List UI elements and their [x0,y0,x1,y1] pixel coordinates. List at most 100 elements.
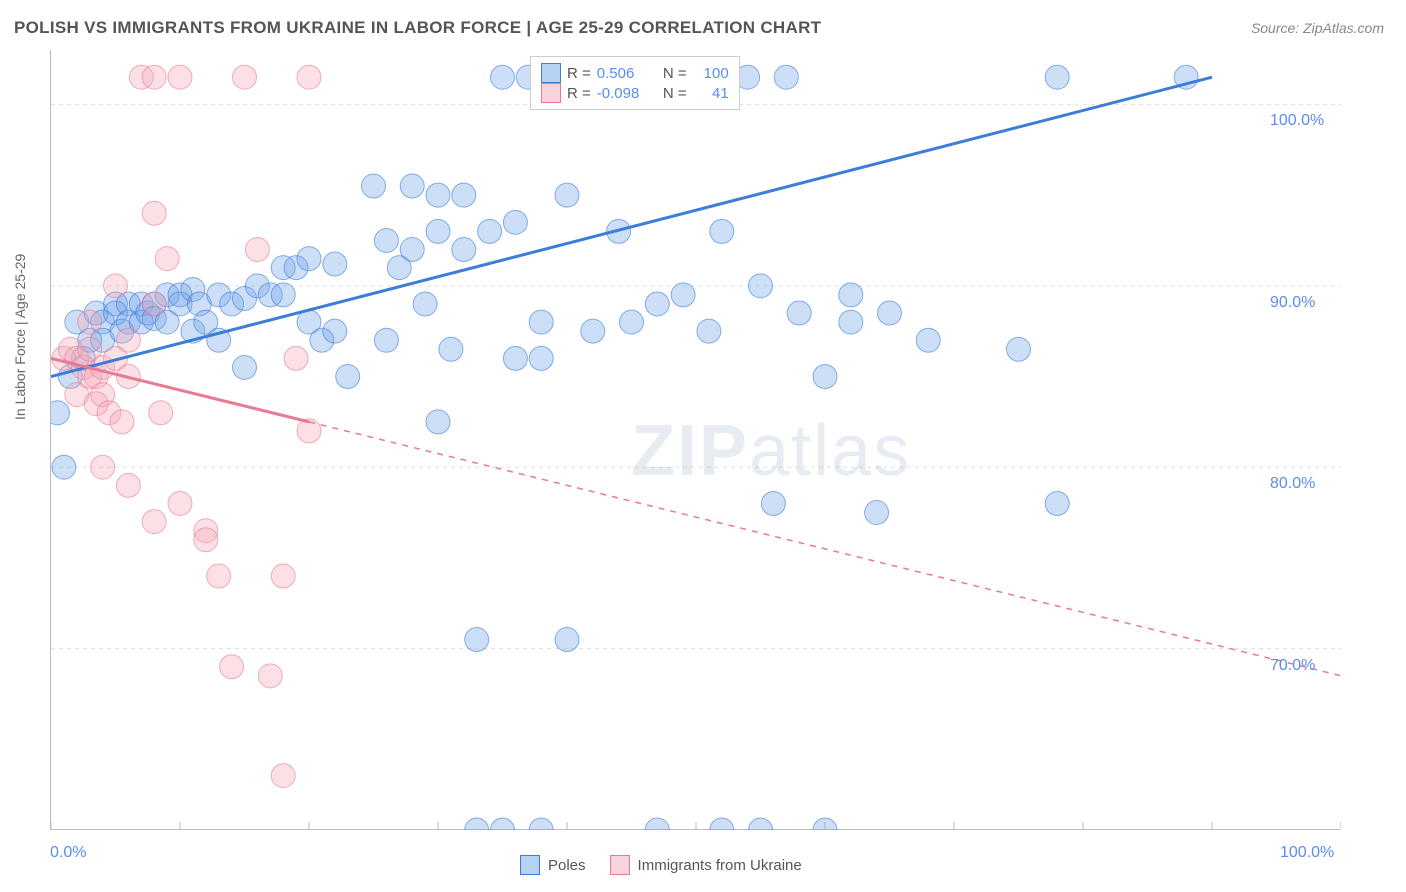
data-point [91,455,115,479]
legend-swatch [520,855,540,875]
scatter-svg [51,50,1341,830]
data-point [149,401,173,425]
data-point [749,818,773,830]
data-point [710,219,734,243]
legend-correlation: R = 0.506 N = 100 R = -0.098 N = 41 [530,56,740,110]
legend-n-label: N = [659,85,687,102]
legend-r-value: 0.506 [597,65,653,82]
data-point [104,274,128,298]
data-point [452,183,476,207]
data-point [271,564,295,588]
data-point [51,401,69,425]
legend-n-label: N = [659,65,687,82]
data-point [271,764,295,788]
data-point [1045,65,1069,89]
data-point [142,201,166,225]
data-point [697,319,721,343]
x-tick-label: 100.0% [1280,844,1334,862]
data-point [529,346,553,370]
legend-swatch [541,63,561,83]
data-point [465,628,489,652]
data-point [749,274,773,298]
data-point [839,310,863,334]
data-point [1007,337,1031,361]
x-tick-label: 0.0% [50,844,86,862]
data-point [426,183,450,207]
data-point [142,65,166,89]
data-point [774,65,798,89]
legend-r-label: R = [567,65,591,82]
data-point [787,301,811,325]
y-tick-label: 70.0% [1270,657,1315,675]
data-point [491,65,515,89]
data-point [155,247,179,271]
data-point [258,664,282,688]
data-point [297,65,321,89]
data-point [233,355,257,379]
data-point [620,310,644,334]
data-point [839,283,863,307]
chart-title: POLISH VS IMMIGRANTS FROM UKRAINE IN LAB… [14,18,821,38]
data-point [813,818,837,830]
data-point [142,510,166,534]
y-tick-label: 80.0% [1270,475,1315,493]
data-point [245,238,269,262]
data-point [439,337,463,361]
data-point [220,655,244,679]
data-point [142,292,166,316]
data-point [374,228,398,252]
data-point [168,65,192,89]
data-point [110,410,134,434]
data-point [503,210,527,234]
chart-container: POLISH VS IMMIGRANTS FROM UKRAINE IN LAB… [0,0,1406,892]
data-point [555,628,579,652]
data-point [168,491,192,515]
legend-n-value: 41 [693,85,729,102]
legend-series-item: Immigrants from Ukraine [610,855,802,875]
data-point [761,491,785,515]
data-point [426,410,450,434]
data-point [116,328,140,352]
data-point [529,818,553,830]
data-point [336,365,360,389]
data-point [374,328,398,352]
data-point [52,455,76,479]
data-point [916,328,940,352]
data-point [323,319,347,343]
data-point [865,501,889,525]
data-point [297,247,321,271]
data-point [362,174,386,198]
legend-swatch [610,855,630,875]
data-point [426,219,450,243]
data-point [478,219,502,243]
data-point [1045,491,1069,515]
legend-row: R = -0.098 N = 41 [541,83,729,103]
data-point [400,174,424,198]
data-point [813,365,837,389]
legend-swatch [541,83,561,103]
data-point [207,564,231,588]
data-point [284,346,308,370]
legend-row: R = 0.506 N = 100 [541,63,729,83]
y-tick-label: 90.0% [1270,294,1315,312]
data-point [555,183,579,207]
data-point [581,319,605,343]
trend-line-dashed [309,422,1341,676]
source-label: Source: ZipAtlas.com [1251,20,1384,36]
data-point [323,252,347,276]
data-point [645,292,669,316]
data-point [452,238,476,262]
legend-series-item: Poles [520,855,586,875]
data-point [413,292,437,316]
data-point [878,301,902,325]
data-point [400,238,424,262]
y-axis-label: In Labor Force | Age 25-29 [12,254,28,420]
data-point [645,818,669,830]
legend-n-value: 100 [693,65,729,82]
data-point [671,283,695,307]
legend-r-label: R = [567,85,591,102]
data-point [194,528,218,552]
data-point [529,310,553,334]
y-tick-label: 100.0% [1270,112,1324,130]
data-point [233,65,257,89]
